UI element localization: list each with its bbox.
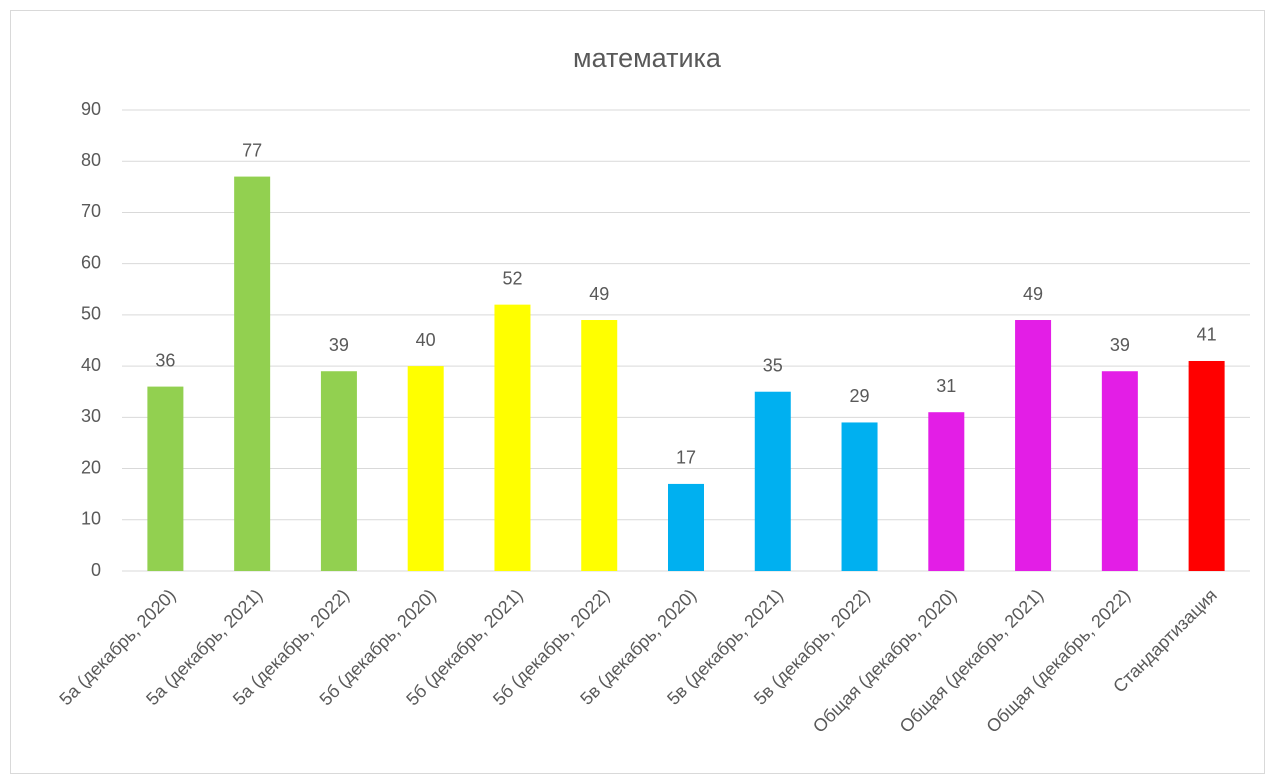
bar (407, 366, 444, 571)
data-label: 35 (763, 355, 783, 375)
bar (1101, 371, 1138, 571)
bar (841, 422, 878, 571)
data-label: 49 (1023, 284, 1043, 304)
y-tick-label: 10 (81, 509, 101, 529)
bar (320, 371, 357, 571)
y-tick-label: 0 (91, 560, 101, 580)
bar (928, 412, 965, 571)
data-label: 49 (589, 284, 609, 304)
bar (1015, 320, 1052, 571)
y-tick-label: 40 (81, 355, 101, 375)
y-tick-label: 20 (81, 457, 101, 477)
bar (234, 176, 271, 572)
data-label: 36 (155, 350, 175, 370)
bar (1188, 360, 1225, 571)
y-tick-label: 30 (81, 406, 101, 426)
bar (668, 483, 704, 571)
chart-border (10, 10, 1265, 774)
data-label: 39 (329, 335, 349, 355)
y-tick-label: 90 (81, 99, 101, 119)
bar (494, 304, 531, 571)
y-tick-label: 50 (81, 304, 101, 324)
data-label: 17 (676, 448, 696, 468)
y-tick-label: 70 (81, 201, 101, 221)
data-label: 41 (1197, 325, 1217, 345)
y-tick-label: 60 (81, 252, 101, 272)
bar (147, 386, 184, 571)
data-label: 52 (502, 268, 522, 288)
bar (581, 320, 618, 571)
data-label: 39 (1110, 335, 1130, 355)
data-label: 40 (416, 330, 436, 350)
bar (754, 391, 791, 571)
y-tick-label: 80 (81, 150, 101, 170)
chart-title: математика (573, 43, 722, 73)
data-label: 31 (936, 376, 956, 396)
data-label: 77 (242, 140, 262, 160)
data-label: 29 (850, 386, 870, 406)
